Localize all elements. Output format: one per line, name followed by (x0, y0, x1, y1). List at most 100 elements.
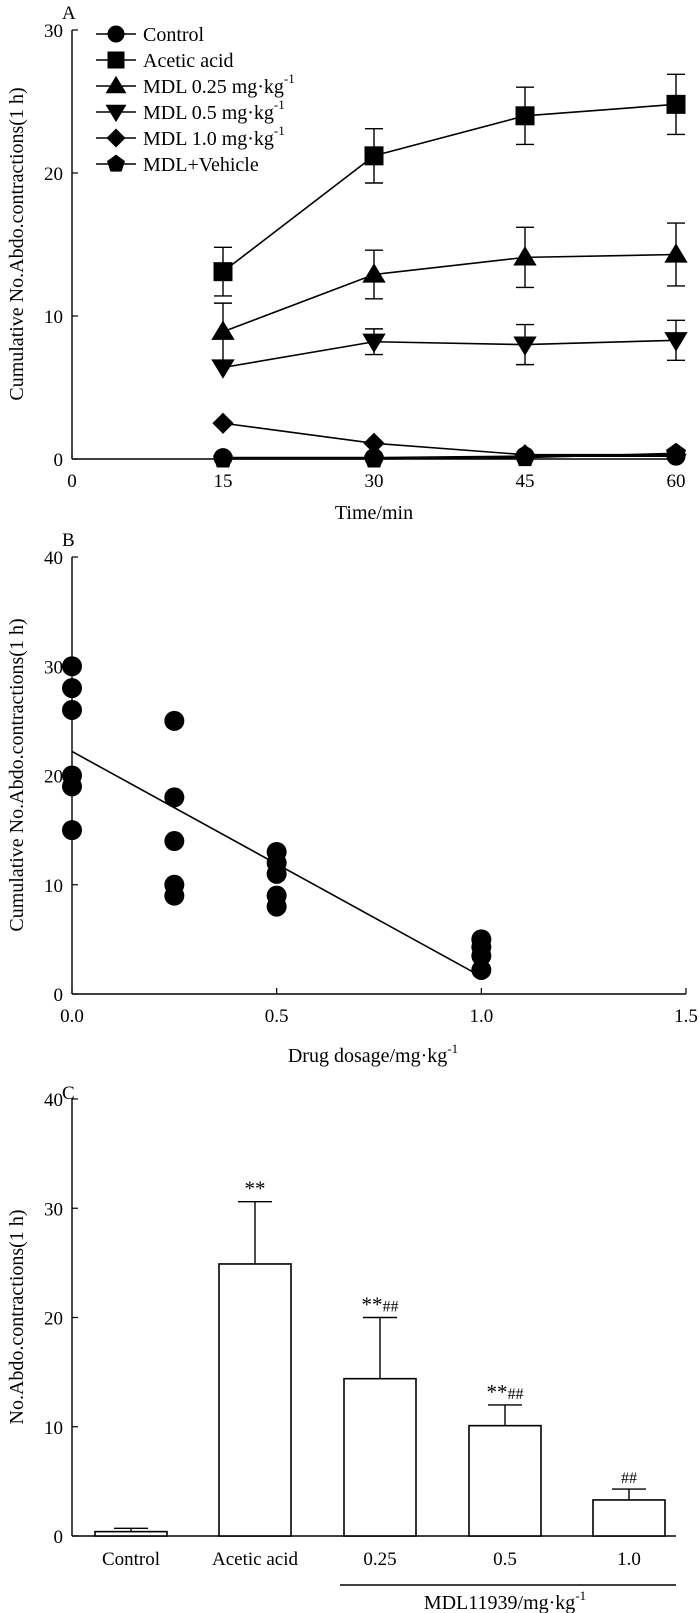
a-legend-label: Control (143, 24, 205, 46)
c-significance-stars: ** (487, 1380, 508, 1404)
a-x-tick-label: 15 (214, 471, 233, 492)
c-significance-stars: ** (245, 1177, 266, 1201)
a-point (211, 359, 235, 379)
b-point (62, 699, 82, 720)
a-legend-text: MDL 1.0 mg·kg (143, 128, 274, 150)
a-legend-label: MDL+Vehicle (143, 154, 259, 176)
c-bar (592, 1499, 666, 1537)
b-x-tick-label: 0.0 (60, 1006, 84, 1027)
a-legend-text: MDL 0.25 mg·kg (143, 76, 284, 98)
b-point (471, 945, 492, 966)
a-legend-marker (105, 104, 127, 123)
a-series-line (222, 422, 676, 456)
a-point (513, 246, 537, 266)
a-legend-label: Acetic acid (143, 50, 234, 72)
panel-a-letter: A (62, 3, 76, 24)
c-bar (218, 1263, 292, 1537)
c-x-tick-label: Control (102, 1549, 160, 1570)
b-y-tick-label: 0 (54, 985, 64, 1006)
a-series-line (222, 253, 677, 333)
a-legend-text: MDL+Vehicle (143, 154, 259, 176)
c-x-tick-label: 1.0 (617, 1549, 641, 1570)
a-point (513, 336, 537, 356)
a-series-line (222, 103, 677, 273)
panel-a-series (211, 73, 688, 468)
c-x-tick-label: 0.25 (363, 1549, 396, 1570)
c-y-tick-label: 0 (54, 1527, 64, 1548)
panel-c-group-label-text: MDL11939/mg·kg (424, 1592, 575, 1613)
panel-c: C 0 10 20 30 40 No.Abdo.contractions(1 h) Co… (6, 1083, 676, 1613)
a-x-tick-label: 0 (67, 471, 77, 492)
c-y-tick-label: 30 (44, 1199, 63, 1220)
panel-c-ticks: 0 10 20 30 40 (44, 1090, 78, 1548)
b-point (62, 656, 82, 677)
a-y-tick-label: 10 (44, 307, 63, 328)
b-y-tick-label: 10 (44, 876, 63, 897)
c-significance-hashes: ## (508, 1386, 524, 1403)
b-point (62, 820, 82, 841)
a-legend-marker (107, 154, 125, 172)
panel-c-y-label: No.Abdo.contractions(1 h) (6, 1210, 28, 1425)
a-x-tick-label: 45 (516, 471, 535, 492)
panel-b-y-label: Cumulative No.Abdo.contractions(1 h) (6, 618, 28, 931)
panel-a-ticks: 0 15 30 45 60 0 10 20 30 (44, 21, 686, 492)
a-point (213, 262, 233, 282)
panel-b-points (62, 656, 492, 980)
a-series-line (223, 455, 676, 459)
b-x-tick-label: 1.0 (469, 1006, 493, 1027)
panel-b-x-label-text: Drug dosage/mg·kg (288, 1045, 447, 1067)
panel-b-x-label-sup: -1 (447, 1041, 458, 1056)
b-point (164, 710, 185, 731)
c-significance-hashes: ## (383, 1299, 399, 1316)
b-y-tick-label: 40 (44, 548, 63, 569)
panel-b-x-label: Drug dosage/mg·kg-1 (288, 1041, 458, 1067)
b-fit-line (71, 750, 482, 978)
c-y-tick-label: 40 (44, 1090, 63, 1111)
a-series-line (222, 339, 677, 369)
b-y-tick-label: 20 (44, 767, 63, 788)
c-y-tick-label: 20 (44, 1309, 63, 1330)
a-y-tick-label: 30 (44, 21, 63, 42)
panel-a: A 0 15 30 45 60 0 10 20 30 Cumulative No.Abdo.co… (6, 3, 688, 524)
c-y-tick-label: 10 (44, 1418, 63, 1439)
a-legend-text: Acetic acid (143, 50, 234, 72)
a-legend-sup: -1 (284, 71, 295, 86)
a-point (666, 446, 686, 466)
a-legend-text: Control (143, 24, 205, 46)
c-significance-label: ## (621, 1470, 637, 1487)
a-point (664, 332, 688, 352)
b-point (164, 831, 185, 852)
panel-c-group-label-sup: -1 (575, 1588, 586, 1603)
panel-b-ticks: 0.0 0.5 1.0 1.5 0 10 20 30 40 (44, 548, 698, 1027)
a-point (364, 448, 384, 468)
b-point (266, 896, 287, 917)
a-legend-label: MDL 0.5 mg·kg-1 (143, 97, 285, 124)
c-bar (343, 1377, 417, 1537)
b-x-tick-label: 0.5 (265, 1006, 289, 1027)
a-point (515, 446, 535, 466)
a-point (211, 320, 235, 340)
panel-b-letter: B (62, 530, 75, 551)
b-point (266, 863, 287, 884)
c-bar (94, 1530, 168, 1537)
a-point (515, 106, 535, 126)
a-legend-label: MDL 1.0 mg·kg-1 (143, 123, 285, 150)
a-point (213, 448, 233, 468)
c-significance-label: **## (362, 1293, 399, 1317)
panel-c-group-label: MDL11939/mg·kg-1 (424, 1588, 586, 1613)
b-point (62, 776, 82, 797)
a-legend-text: MDL 0.5 mg·kg (143, 102, 274, 124)
panel-c-letter: C (62, 1083, 75, 1104)
panel-b: B 0.0 0.5 1.0 1.5 0 10 20 30 40 Cumulative No.Ab… (6, 530, 698, 1067)
a-legend-marker (107, 51, 125, 69)
a-x-tick-label: 60 (667, 471, 686, 492)
c-bar (468, 1424, 542, 1537)
b-point (471, 959, 492, 980)
panel-c-bars: Control Acetic acid**0.25**##0.5**##1.0## (94, 1177, 666, 1570)
a-point (666, 94, 686, 114)
a-legend-sup: -1 (274, 123, 285, 138)
a-point (664, 243, 688, 263)
c-significance-stars: ** (362, 1293, 383, 1317)
a-point (212, 412, 234, 434)
